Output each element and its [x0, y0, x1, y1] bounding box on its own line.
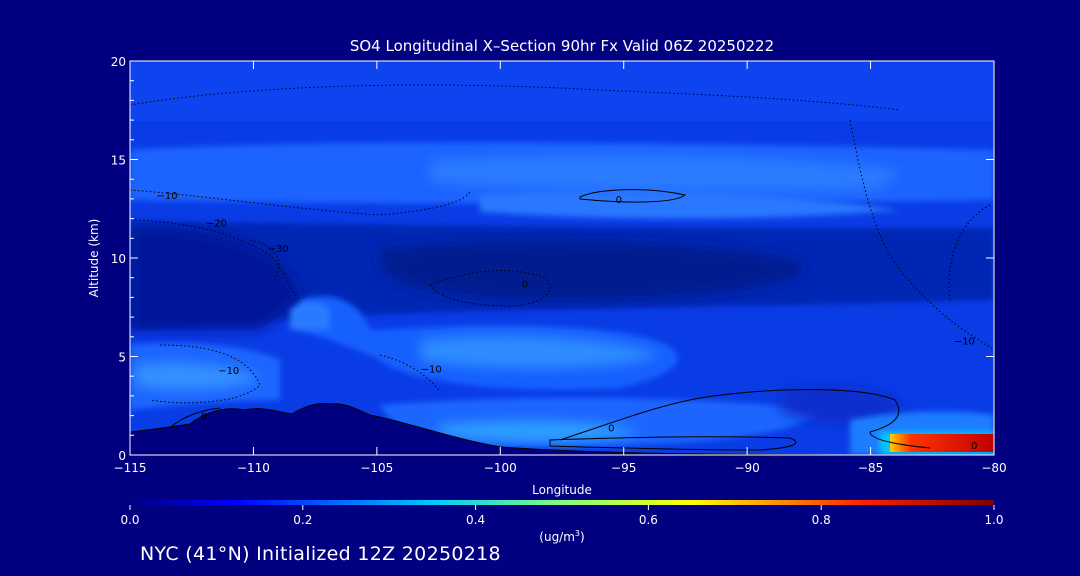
colorbar: 0.0 0.2 0.4 0.6 0.8 1.0 (ug/m3) [120, 500, 1004, 544]
y-tick-label: 20 [111, 55, 126, 69]
contour-lines [130, 84, 994, 451]
contour-zero-west [169, 407, 221, 429]
colorbar-label: (ug/m3) [539, 529, 584, 544]
x-axis-label: Longitude [532, 483, 592, 497]
y-tick-label: 0 [118, 449, 126, 463]
contour-label: −20 [206, 218, 227, 229]
fill-bl-center-bright [440, 420, 640, 442]
contour-far-east [948, 204, 991, 301]
contour-upper-dotted [130, 84, 901, 111]
plot-area: −10 −20 −30 −10 0 −10 0 0 0 −10 0 [130, 61, 994, 455]
contour-neg20 [134, 219, 301, 301]
x-tick-label: −85 [858, 461, 883, 475]
x-tick-label: −100 [484, 461, 517, 475]
run-info-label: NYC (41°N) Initialized 12Z 20250218 [140, 543, 501, 565]
contour-label: 0 [608, 423, 614, 434]
colorbar-ticks: 0.0 0.2 0.4 0.6 0.8 1.0 [120, 505, 1004, 527]
y-tick-label: 5 [118, 351, 126, 365]
colorbar-tick-label: 1.0 [984, 513, 1003, 527]
contour-neg10-upper [130, 189, 471, 216]
colorbar-gradient [130, 500, 994, 505]
y-axis: 0 5 10 15 20 [111, 55, 994, 463]
contour-zero-upper [579, 189, 687, 203]
fill-top [130, 61, 994, 121]
contour-label: 0 [201, 412, 207, 423]
contour-label: −10 [218, 366, 239, 377]
fill-west-dark [130, 228, 300, 330]
contour-label: −10 [954, 337, 975, 348]
fill-dark-trough [379, 241, 803, 300]
terrain-outline [130, 403, 994, 455]
x-tick-label: −105 [360, 461, 393, 475]
colorbar-tick-label: 0.6 [639, 513, 658, 527]
colorbar-tick-label: 0.0 [120, 513, 139, 527]
fill-bl-west-bright [135, 363, 260, 390]
chart-title: SO4 Longitudinal X–Section 90hr Fx Valid… [350, 37, 774, 55]
x-tick-label: −90 [734, 461, 759, 475]
fill-mid-west [290, 301, 330, 330]
colorbar-tick-label: 0.2 [293, 513, 312, 527]
contour-labels: −10 −20 −30 −10 0 −10 0 0 0 −10 0 [156, 191, 977, 452]
colorbar-tick-label: 0.8 [812, 513, 831, 527]
fill-mid-bright [420, 335, 660, 369]
colorbar-tick-label: 0.4 [466, 513, 485, 527]
contour-zero-mid [429, 270, 551, 307]
contour-neg10-mid [379, 354, 441, 393]
x-tick-label: −95 [611, 461, 636, 475]
y-tick-label: 15 [111, 154, 126, 168]
contour-label: 0 [616, 195, 622, 206]
contour-label: −10 [156, 191, 177, 202]
fill-upper-streak [480, 191, 900, 219]
x-tick-label: −115 [114, 461, 147, 475]
fill-upper-bright [430, 154, 900, 193]
contour-label: −30 [268, 244, 289, 255]
fill-plume [890, 434, 994, 452]
x-axis: −115 −110 −105 −100 −95 −90 −85 −80 [114, 61, 1007, 475]
contour-zero-east [559, 389, 931, 449]
x-tick-label: −80 [981, 461, 1006, 475]
x-tick-label: −110 [237, 461, 270, 475]
contour-label: 0 [522, 280, 528, 291]
y-axis-label: Altitude (km) [87, 219, 101, 298]
y-tick-label: 10 [111, 252, 126, 266]
contour-zero-surface [549, 436, 797, 451]
terrain-mask [130, 403, 994, 455]
fill-east-dark [780, 385, 905, 425]
contour-label: 0 [971, 441, 977, 452]
contour-label: −10 [421, 364, 442, 375]
